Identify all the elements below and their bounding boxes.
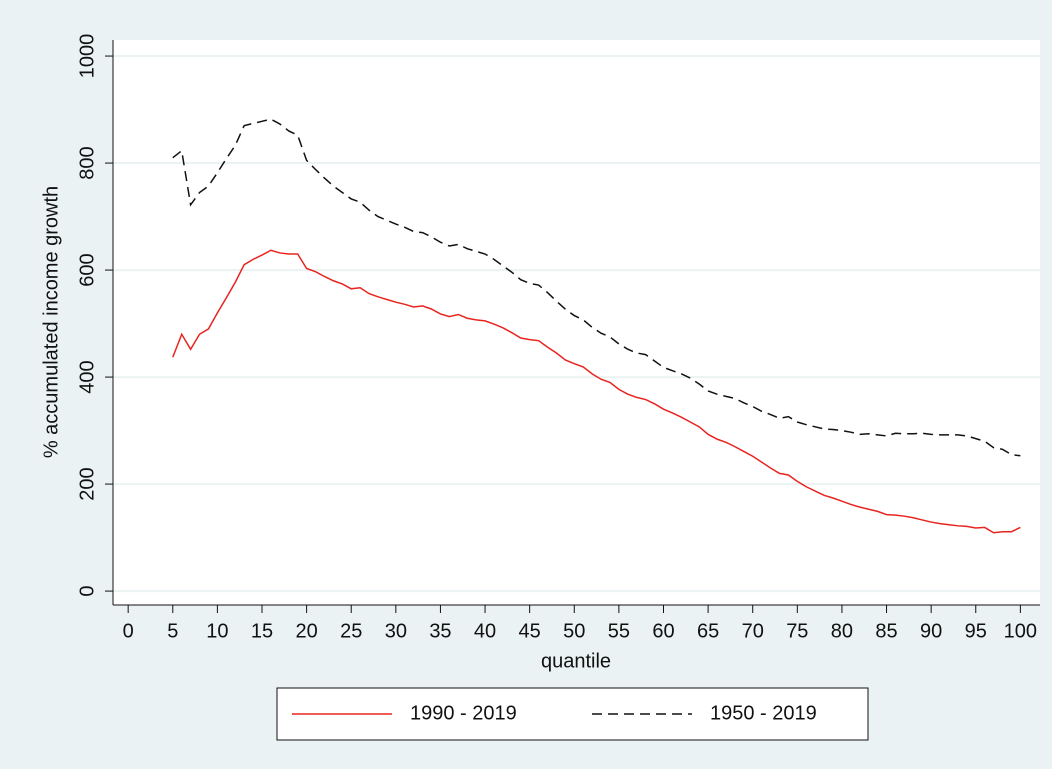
x-tick-label: 10 (206, 620, 228, 642)
plot-area (113, 40, 1040, 605)
x-tick-label: 20 (295, 620, 317, 642)
x-tick-label: 80 (831, 620, 853, 642)
x-tick-label: 95 (965, 620, 987, 642)
x-tick-label: 5 (167, 620, 178, 642)
x-tick-label: 40 (474, 620, 496, 642)
x-tick-label: 35 (429, 620, 451, 642)
legend-label: 1990 - 2019 (410, 702, 517, 724)
x-tick-label: 25 (340, 620, 362, 642)
x-tick-label: 0 (123, 620, 134, 642)
legend-label: 1950 - 2019 (710, 702, 817, 724)
x-tick-label: 100 (1004, 620, 1037, 642)
series-line (172, 249, 1021, 534)
x-tick-label: 60 (652, 620, 674, 642)
x-tick-label: 30 (385, 620, 407, 642)
x-tick-label: 50 (563, 620, 585, 642)
y-tick-label: 200 (76, 467, 98, 500)
x-axis-label: quantile (541, 650, 611, 672)
x-tick-label: 65 (697, 620, 719, 642)
series-line (172, 118, 1021, 457)
y-tick-label: 800 (76, 146, 98, 179)
y-tick-label: 600 (76, 253, 98, 286)
x-tick-label: 90 (920, 620, 942, 642)
x-tick-label: 85 (875, 620, 897, 642)
y-tick-label: 0 (76, 586, 98, 597)
y-axis-label: % accumulated income growth (40, 186, 62, 458)
x-tick-label: 75 (786, 620, 808, 642)
y-tick-label: 400 (76, 360, 98, 393)
x-tick-label: 45 (519, 620, 541, 642)
x-tick-label: 55 (608, 620, 630, 642)
x-tick-label: 15 (251, 620, 273, 642)
x-tick-label: 70 (742, 620, 764, 642)
y-tick-label: 1000 (76, 34, 98, 78)
